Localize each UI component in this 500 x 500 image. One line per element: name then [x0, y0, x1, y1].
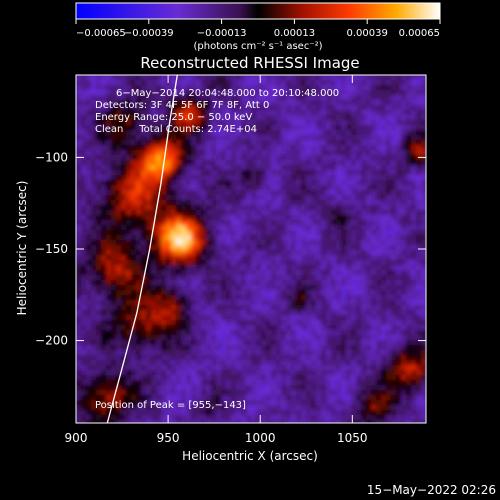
- colorbar: [75, 2, 441, 20]
- timestamp: 15−May−2022 02:26: [367, 483, 496, 497]
- annotation-time: 6−May−2014 20:04:48.000 to 20:10:48.000: [116, 88, 339, 99]
- annotation-detectors: Detectors: 3F 4F 5F 6F 7F 8F, Att 0: [95, 100, 269, 111]
- x-tick-label: 950: [157, 431, 180, 445]
- annotation-energy: Energy Range: 25.0 − 50.0 keV: [95, 112, 252, 123]
- y-tick-label: −150: [35, 242, 68, 256]
- x-tick-label: 1000: [245, 431, 276, 445]
- y-tick-label: −200: [35, 334, 68, 348]
- colorbar-tick-label: −0.00039: [124, 28, 174, 39]
- solar-limb-curve: [106, 75, 178, 423]
- colorbar-tick-label: 0.00065: [399, 28, 440, 39]
- x-tick-label: 1050: [337, 431, 368, 445]
- y-axis: −100 −150 −200: [35, 150, 426, 348]
- colorbar-tick-label: −0.00013: [197, 28, 247, 39]
- x-axis: 900 950 1000 1050: [65, 75, 368, 445]
- colorbar-ticks: −0.00065−0.00039 −0.00013 0.00013 0.00039 0.…: [75, 19, 441, 39]
- annotation-clean: Clean Total Counts: 2.74E+04: [95, 124, 257, 135]
- image-map: [76, 75, 426, 423]
- colorbar-tick-label: −0.00065: [76, 28, 126, 39]
- colorbar-tick-label: 0.00013: [274, 28, 315, 39]
- x-axis-label: Heliocentric X (arcsec): [182, 449, 318, 463]
- peak-label: Position of Peak = [955,−143]: [95, 400, 246, 411]
- y-axis-label: Heliocentric Y (arcsec): [15, 181, 29, 316]
- x-tick-label: 900: [65, 431, 88, 445]
- colorbar-tick-label: 0.00039: [347, 28, 388, 39]
- chart-title: Reconstructed RHESSI Image: [140, 54, 359, 72]
- y-tick-label: −100: [35, 150, 68, 164]
- colorbar-units: (photons cm⁻² s⁻¹ asec⁻²): [193, 41, 322, 52]
